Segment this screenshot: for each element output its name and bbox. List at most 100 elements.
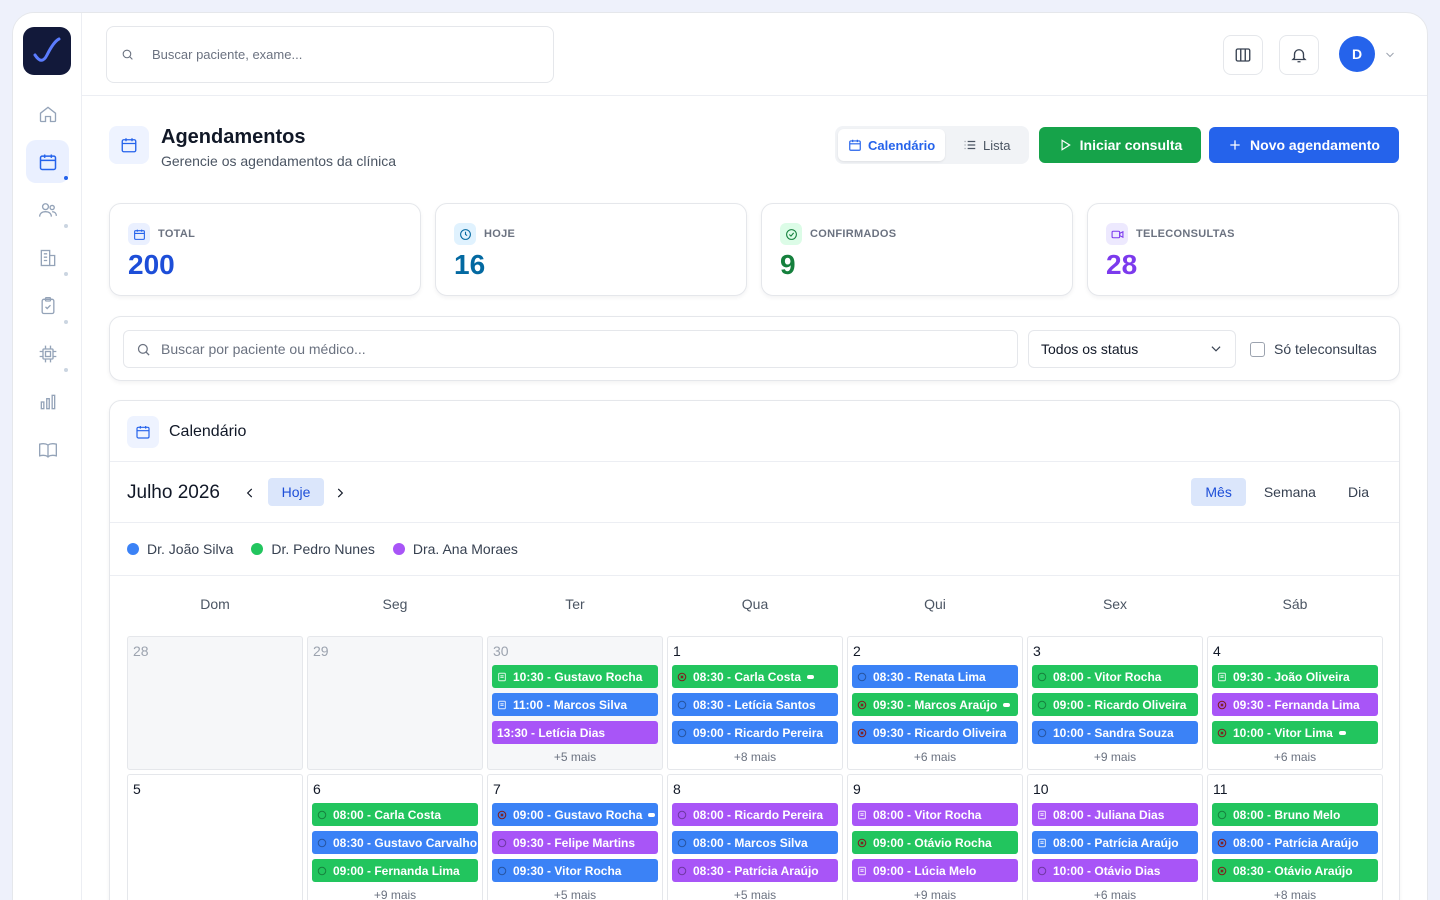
video-badge-icon <box>807 674 815 679</box>
view-calendar-button[interactable]: Calendário <box>838 129 946 161</box>
appointment-event[interactable]: 08:30 - Otávio Araújo <box>1212 859 1378 882</box>
appointment-event[interactable]: 09:30 - Vitor Rocha <box>492 859 658 882</box>
appointment-event[interactable]: 08:30 - Patrícia Araújo <box>672 859 838 882</box>
appointment-event[interactable]: 13:30 - Letícia Dias <box>492 721 658 744</box>
day-cell[interactable]: 2 08:30 - Renata Lima 09:30 - Marcos Araúj… <box>847 636 1023 770</box>
global-search-input[interactable]: Buscar paciente, exame... <box>106 26 554 83</box>
new-appointment-button[interactable]: Novo agendamento <box>1209 127 1399 163</box>
appointment-event[interactable]: 09:00 - Gustavo Rocha <box>492 803 658 826</box>
day-number: 2 <box>853 643 861 659</box>
sidebar-item-integrations[interactable] <box>26 332 69 375</box>
appointment-event[interactable]: 09:00 - Ricardo Oliveira <box>1032 693 1198 716</box>
view-list-button[interactable]: Lista <box>953 129 1020 161</box>
appointment-event[interactable]: 09:00 - Fernanda Lima <box>312 859 478 882</box>
appointment-event[interactable]: 08:30 - Gustavo Carvalho <box>312 831 478 854</box>
day-cell[interactable]: 8 08:00 - Ricardo Pereira 08:00 - Marcos S… <box>667 774 843 900</box>
more-events-link[interactable]: +5 mais <box>733 888 777 900</box>
more-events-link[interactable]: +5 mais <box>553 888 597 900</box>
sidebar-item-appointments[interactable] <box>26 140 69 183</box>
appointment-event[interactable]: 08:30 - Carla Costa <box>672 665 838 688</box>
day-cell[interactable]: 7 09:00 - Gustavo Rocha 09:30 - Felipe Mar… <box>487 774 663 900</box>
more-events-link[interactable]: +6 mais <box>1093 888 1137 900</box>
day-cell[interactable]: 30 10:30 - Gustavo Rocha 11:00 - Marcos Si… <box>487 636 663 770</box>
view-month-button[interactable]: Mês <box>1191 478 1246 506</box>
prev-month-button[interactable] <box>240 481 260 505</box>
avatar[interactable]: D <box>1339 36 1375 72</box>
start-consultation-label: Iniciar consulta <box>1079 137 1183 153</box>
status-icon <box>677 700 687 710</box>
notifications-button[interactable] <box>1279 35 1319 75</box>
next-month-button[interactable] <box>330 481 350 505</box>
appointment-event[interactable]: 09:00 - Ricardo Pereira <box>672 721 838 744</box>
day-cell[interactable]: 5 <box>127 774 303 900</box>
more-events-link[interactable]: +9 mais <box>373 888 417 900</box>
day-cell[interactable]: 9 08:00 - Vitor Rocha 09:00 - Otávio Rocha… <box>847 774 1023 900</box>
appointment-event[interactable]: 09:30 - Fernanda Lima <box>1212 693 1378 716</box>
day-cell[interactable]: 10 08:00 - Juliana Dias 08:00 - Patrícia A… <box>1027 774 1203 900</box>
appointment-event[interactable]: 08:00 - Carla Costa <box>312 803 478 826</box>
appointment-event[interactable]: 08:00 - Patrícia Araújo <box>1032 831 1198 854</box>
sidebar-item-reports[interactable] <box>26 380 69 423</box>
weekday-header: Dom Seg Ter Qua Qui Sex Sáb <box>127 596 1384 620</box>
columns-button[interactable] <box>1223 35 1263 75</box>
checkbox-box[interactable] <box>1250 341 1265 357</box>
sidebar-item-patients[interactable] <box>26 188 69 231</box>
sidebar-item-docs[interactable] <box>26 428 69 471</box>
day-cell[interactable]: 29 <box>307 636 483 770</box>
more-events-link[interactable]: +5 mais <box>553 750 597 764</box>
appointment-event[interactable]: 11:00 - Marcos Silva <box>492 693 658 716</box>
tele-only-checkbox[interactable]: Só teleconsultas <box>1250 341 1377 357</box>
more-events-link[interactable]: +6 mais <box>913 750 957 764</box>
day-cell[interactable]: 1 08:30 - Carla Costa 08:30 - Letícia Sant… <box>667 636 843 770</box>
appointment-event[interactable]: 08:00 - Marcos Silva <box>672 831 838 854</box>
appointment-event[interactable]: 10:30 - Gustavo Rocha <box>492 665 658 688</box>
cancel-icon <box>857 728 867 738</box>
sidebar-item-home[interactable] <box>26 92 69 135</box>
more-events-link[interactable]: +9 mais <box>1093 750 1137 764</box>
more-events-link[interactable]: +9 mais <box>913 888 957 900</box>
more-events-link[interactable]: +8 mais <box>733 750 777 764</box>
view-week-button[interactable]: Semana <box>1263 484 1316 500</box>
appointment-label: 10:00 - Sandra Souza <box>1053 725 1174 740</box>
start-consultation-button[interactable]: Iniciar consulta <box>1039 127 1201 163</box>
appointment-event[interactable]: 08:00 - Bruno Melo <box>1212 803 1378 826</box>
appointment-event[interactable]: 10:00 - Vitor Lima <box>1212 721 1378 744</box>
appointment-event[interactable]: 09:30 - Marcos Araújo <box>852 693 1018 716</box>
sidebar-item-exams[interactable] <box>26 284 69 327</box>
appointment-event[interactable]: 09:00 - Otávio Rocha <box>852 831 1018 854</box>
app-logo[interactable] <box>23 27 71 75</box>
chevron-down-icon[interactable] <box>1383 49 1397 61</box>
day-cell[interactable]: 28 <box>127 636 303 770</box>
appointment-event[interactable]: 08:00 - Vitor Rocha <box>1032 665 1198 688</box>
appointment-event[interactable]: 08:00 - Ricardo Pereira <box>672 803 838 826</box>
today-button[interactable]: Hoje <box>268 478 324 506</box>
sidebar-item-units[interactable] <box>26 236 69 279</box>
view-day-button[interactable]: Dia <box>1347 484 1369 500</box>
appointment-event[interactable]: 08:00 - Vitor Rocha <box>852 803 1018 826</box>
search-icon <box>137 343 150 356</box>
status-select[interactable]: Todos os status <box>1028 330 1236 368</box>
status-icon <box>317 866 327 876</box>
appointment-label: 08:00 - Patrícia Araújo <box>1233 835 1359 850</box>
appointment-search-input[interactable]: Buscar por paciente ou médico... <box>123 330 1018 368</box>
appointment-event[interactable]: 08:00 - Juliana Dias <box>1032 803 1198 826</box>
more-events-link[interactable]: +6 mais <box>1273 750 1317 764</box>
appointment-event[interactable]: 09:30 - João Oliveira <box>1212 665 1378 688</box>
clock-icon <box>454 223 476 245</box>
appointment-event[interactable]: 08:30 - Letícia Santos <box>672 693 838 716</box>
appointment-event[interactable]: 10:00 - Sandra Souza <box>1032 721 1198 744</box>
appointment-event[interactable]: 09:00 - Lúcia Melo <box>852 859 1018 882</box>
more-events-link[interactable]: +8 mais <box>1273 888 1317 900</box>
day-cell[interactable]: 3 08:00 - Vitor Rocha 09:00 - Ricardo Oliv… <box>1027 636 1203 770</box>
stat-value: 28 <box>1106 249 1138 280</box>
appointment-event[interactable]: 09:30 - Felipe Martins <box>492 831 658 854</box>
appointment-event[interactable]: 08:30 - Renata Lima <box>852 665 1018 688</box>
day-cell[interactable]: 11 08:00 - Bruno Melo 08:00 - Patrícia Ara… <box>1207 774 1383 900</box>
appointment-event[interactable]: 09:30 - Ricardo Oliveira <box>852 721 1018 744</box>
appointment-event[interactable]: 10:00 - Otávio Dias <box>1032 859 1198 882</box>
day-cell[interactable]: 4 09:30 - João Oliveira 09:30 - Fernanda L… <box>1207 636 1383 770</box>
view-list-label: Lista <box>983 137 1011 153</box>
appointment-event[interactable]: 08:00 - Patrícia Araújo <box>1212 831 1378 854</box>
day-cell[interactable]: 6 08:00 - Carla Costa 08:30 - Gustavo Carv… <box>307 774 483 900</box>
calendar-icon <box>849 139 861 151</box>
